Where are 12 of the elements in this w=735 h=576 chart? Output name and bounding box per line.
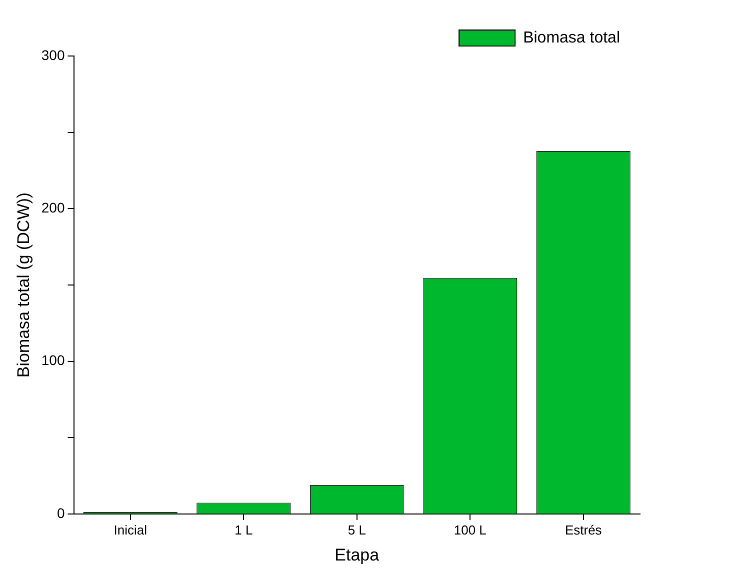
y-tick-label: 200	[41, 200, 65, 216]
x-tick-label: 1 L	[234, 522, 253, 538]
y-tick-label: 100	[41, 352, 65, 368]
x-tick-label: Estrés	[564, 522, 602, 538]
y-axis-title: Biomasa total (g (DCW))	[14, 192, 33, 378]
y-tick-label: 300	[41, 46, 65, 63]
x-axis-title: Etapa	[334, 545, 380, 564]
legend-label: Biomasa total	[523, 29, 620, 46]
x-tick-label: 5 L	[348, 522, 366, 538]
x-tick-label: 100 L	[454, 522, 486, 538]
x-tick-label: Inicial	[114, 522, 148, 538]
y-tick-label: 0	[56, 504, 65, 521]
